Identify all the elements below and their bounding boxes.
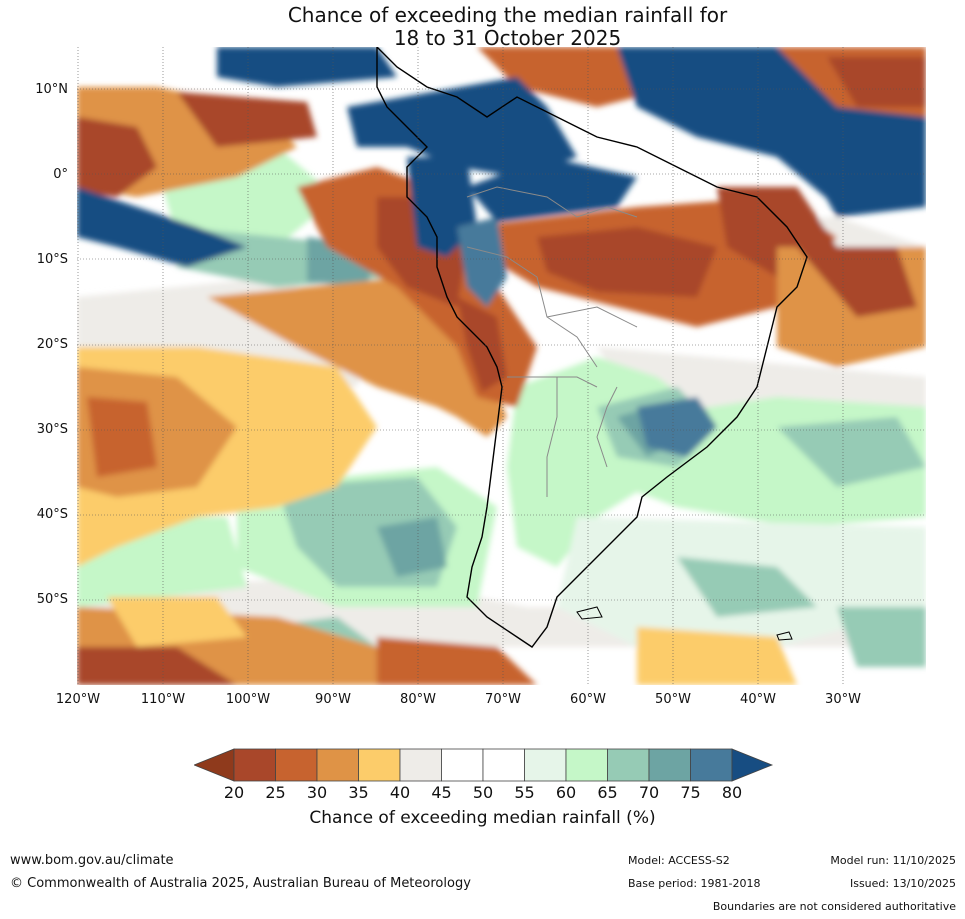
- lat-label-30s: 30°S: [36, 422, 68, 437]
- model-run-date: Model run: 11/10/2025: [830, 854, 956, 867]
- colorbar-tick: 20: [223, 783, 245, 802]
- title-line-1: Chance of exceeding the median rainfall …: [287, 3, 728, 27]
- lat-label-10s: 10°S: [36, 252, 68, 267]
- colorbar-swatch: [441, 748, 484, 782]
- issued-date: Issued: 13/10/2025: [849, 877, 956, 890]
- colorbar-tick: 30: [306, 783, 328, 802]
- colorbar-tick: 40: [389, 783, 411, 802]
- colorbar-swatch: [607, 748, 650, 782]
- colorbar-swatch: [194, 748, 235, 782]
- colorbar-tick: 65: [597, 783, 618, 802]
- colorbar-tick: 55: [514, 783, 535, 802]
- website-link[interactable]: www.bom.gov.au/climate: [10, 853, 174, 868]
- colorbar-swatch: [482, 748, 525, 782]
- colorbar-tick: 70: [638, 783, 660, 802]
- colorbar: [194, 748, 774, 782]
- colorbar-tick: 45: [431, 783, 452, 802]
- colorbar-swatch: [565, 748, 608, 782]
- colorbar-swatch: [731, 748, 774, 782]
- lon-label-110w: 110°W: [140, 692, 186, 707]
- lon-label-80w: 80°W: [400, 692, 436, 707]
- base-period: Base period: 1981-2018: [628, 877, 761, 890]
- lat-label-40s: 40°S: [36, 507, 68, 522]
- colorbar-swatch: [233, 748, 276, 782]
- rainfall-map: [77, 47, 926, 685]
- lat-label-20s: 20°S: [36, 337, 68, 352]
- lat-label-0: 0°: [53, 167, 68, 182]
- lat-label-50s: 50°S: [36, 592, 68, 607]
- colorbar-swatch: [275, 748, 318, 782]
- colorbar-swatch: [316, 748, 359, 782]
- rainfall-map-canvas: [77, 47, 926, 685]
- title-line-2: 18 to 31 October 2025: [393, 26, 622, 50]
- graticule: [77, 47, 926, 685]
- colorbar-tick: 25: [265, 783, 286, 802]
- colorbar-swatch: [399, 748, 442, 782]
- colorbar-swatch: [524, 748, 567, 782]
- colorbar-tick: 50: [472, 783, 494, 802]
- lon-label-70w: 70°W: [485, 692, 521, 707]
- coastline: [376, 47, 808, 648]
- lon-label-120w: 120°W: [55, 692, 101, 707]
- colorbar-tick: 80: [721, 783, 743, 802]
- copyright-text: © Commonwealth of Australia 2025, Austra…: [10, 876, 471, 891]
- colorbar-tick: 75: [680, 783, 701, 802]
- colorbar-tick: 35: [348, 783, 369, 802]
- colorbar-swatch: [690, 748, 733, 782]
- rainfall-probability-field: [77, 47, 926, 685]
- country-borders: [466, 186, 638, 497]
- colorbar-swatch: [648, 748, 691, 782]
- lon-label-40w: 40°W: [740, 692, 776, 707]
- colorbar-tick: 60: [555, 783, 577, 802]
- lon-label-50w: 50°W: [655, 692, 691, 707]
- boundary-disclaimer: Boundaries are not considered authoritat…: [712, 900, 956, 913]
- colorbar-title: Chance of exceeding median rainfall (%): [309, 808, 656, 828]
- islands: [576, 606, 793, 641]
- lon-label-100w: 100°W: [225, 692, 271, 707]
- lon-label-60w: 60°W: [570, 692, 606, 707]
- lat-label-10n: 10°N: [35, 82, 68, 97]
- lon-label-90w: 90°W: [315, 692, 351, 707]
- model-name: Model: ACCESS-S2: [628, 854, 730, 867]
- lon-label-30w: 30°W: [825, 692, 861, 707]
- colorbar-swatch: [358, 748, 401, 782]
- map-title: Chance of exceeding the median rainfall …: [0, 4, 965, 50]
